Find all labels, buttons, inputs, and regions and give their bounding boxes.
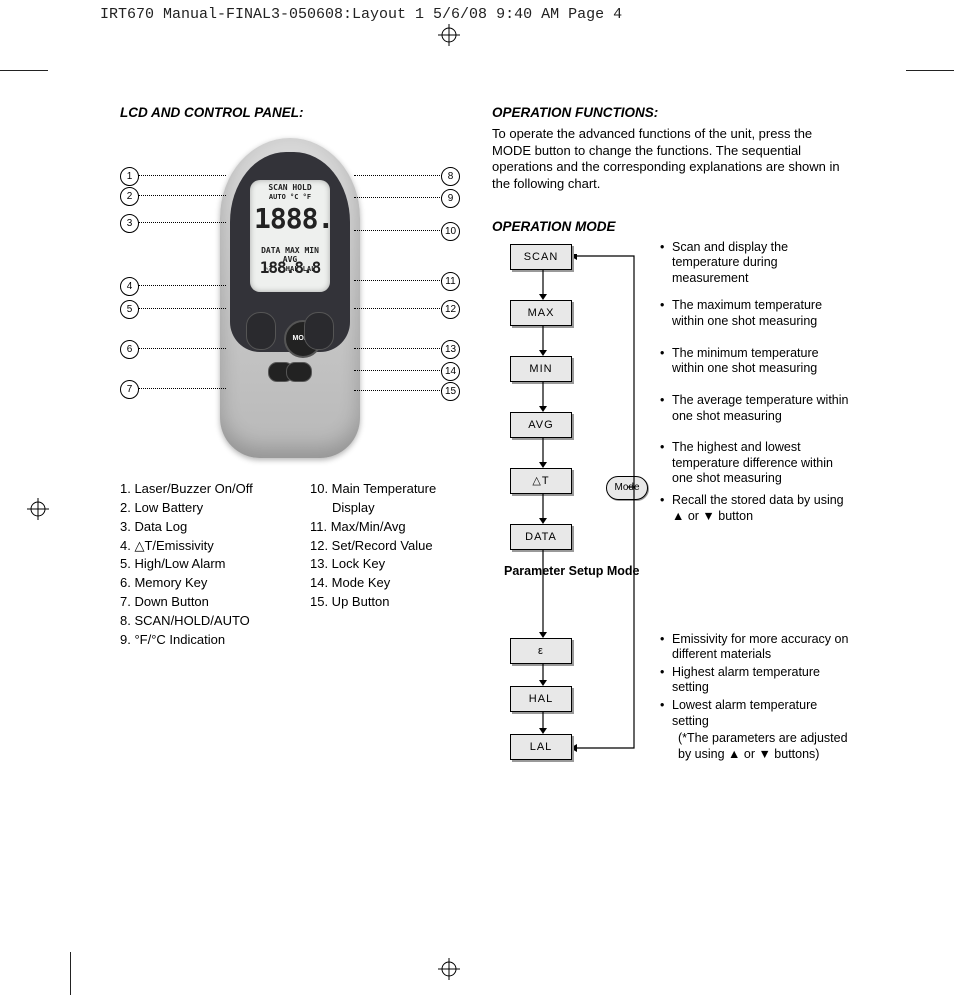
callout-line [354, 280, 442, 281]
device-body: SCAN HOLDAUTO °C °F 1888.8 DATA MAX MIN … [220, 138, 360, 458]
legend-item: 2. Low Battery [120, 499, 290, 518]
legend-col-2: 10. Main Temperature Display11. Max/Min/… [310, 480, 480, 650]
callout-line [138, 348, 226, 349]
legend-item: 7. Down Button [120, 593, 290, 612]
crop-mark [906, 70, 954, 71]
bullet-item: The highest and lowest temperature diffe… [660, 440, 852, 487]
flow-node-lal: LAL [510, 734, 572, 760]
bullet-item: Scan and display the temperature during … [660, 240, 852, 287]
bullet-item: The average temperature within one shot … [660, 393, 852, 424]
mode-bullets-bottom: Emissivity for more accuracy on differen… [660, 632, 852, 763]
lcd-screen: SCAN HOLDAUTO °C °F 1888.8 DATA MAX MIN … [250, 180, 330, 292]
mode-bullets-top: Scan and display the temperature during … [660, 240, 852, 541]
callout-line [354, 175, 442, 176]
lcd-panel-heading: LCD AND CONTROL PANEL: [120, 105, 480, 120]
bullet-item: Emissivity for more accuracy on differen… [660, 632, 852, 663]
op-mode-heading: OPERATION MODE [492, 219, 852, 234]
registration-mark [438, 24, 460, 46]
callout-5: 5 [120, 300, 139, 319]
legend-item: 9. °F/°C Indication [120, 631, 290, 650]
callout-9: 9 [441, 189, 460, 208]
registration-mark [438, 958, 460, 980]
print-slug: IRT670 Manual-FINAL3-050608:Layout 1 5/6… [0, 0, 954, 29]
callout-10: 10 [441, 222, 460, 241]
callout-7: 7 [120, 380, 139, 399]
callout-4: 4 [120, 277, 139, 296]
callout-6: 6 [120, 340, 139, 359]
device-inner: SCAN HOLDAUTO °C °F 1888.8 DATA MAX MIN … [230, 152, 350, 352]
operation-mode-section: OPERATION MODE Mode Parameter Setup Mode… [492, 219, 852, 824]
op-func-heading: OPERATION FUNCTIONS: [492, 105, 852, 120]
legend-item: 11. Max/Min/Avg [310, 518, 480, 537]
legend-item: 13. Lock Key [310, 555, 480, 574]
bullet-item: Lowest alarm temperature setting [660, 698, 852, 729]
flow-node-max: MAX [510, 300, 572, 326]
legend-item: 10. Main Temperature Display [310, 480, 480, 518]
callout-line [354, 348, 442, 349]
bullet-item: The maximum temperature within one shot … [660, 298, 852, 329]
callout-12: 12 [441, 300, 460, 319]
legend-item: 8. SCAN/HOLD/AUTO [120, 612, 290, 631]
registration-mark [27, 498, 49, 520]
callout-line [354, 390, 442, 391]
callout-2: 2 [120, 187, 139, 206]
callout-line [354, 197, 442, 198]
legend-item: 1. Laser/Buzzer On/Off [120, 480, 290, 499]
flow-node-scan: SCAN [510, 244, 572, 270]
device-illustration: SCAN HOLDAUTO °C °F 1888.8 DATA MAX MIN … [120, 130, 460, 460]
callout-1: 1 [120, 167, 139, 186]
legend-item: 6. Memory Key [120, 574, 290, 593]
callout-8: 8 [441, 167, 460, 186]
legend-col-1: 1. Laser/Buzzer On/Off2. Low Battery3. D… [120, 480, 290, 650]
left-column: LCD AND CONTROL PANEL: SCAN HOLDAUTO °C … [120, 105, 480, 650]
flow-node-min: MIN [510, 356, 572, 382]
param-note: (*The parameters are adjusted by using ▲… [660, 731, 852, 762]
lcd-sub-temp: 188.8.8 [254, 258, 326, 277]
bullet-item: Highest alarm temperature setting [660, 665, 852, 696]
lock-key [304, 312, 334, 350]
callout-line [138, 222, 226, 223]
flow-node-ε: ε [510, 638, 572, 664]
op-func-intro: To operate the advanced functions of the… [492, 126, 852, 193]
callout-line [138, 388, 226, 389]
lcd-main-temp: 1888.8 [254, 202, 326, 235]
callout-11: 11 [441, 272, 460, 291]
up-button [286, 362, 312, 382]
flow-node-avg: AVG [510, 412, 572, 438]
bullet-item: Recall the stored data by using ▲ or ▼ b… [660, 493, 852, 524]
callout-13: 13 [441, 340, 460, 359]
legend-columns: 1. Laser/Buzzer On/Off2. Low Battery3. D… [120, 480, 480, 650]
legend-item: 4. △T/Emissivity [120, 537, 290, 556]
flow-node-data: DATA [510, 524, 572, 550]
legend-item: 14. Mode Key [310, 574, 480, 593]
callout-line [354, 308, 442, 309]
callout-3: 3 [120, 214, 139, 233]
memory-key [246, 312, 276, 350]
bullet-item: The minimum temperature within one shot … [660, 346, 852, 377]
flow-node-hal: HAL [510, 686, 572, 712]
legend-item: 3. Data Log [120, 518, 290, 537]
callout-line [138, 285, 226, 286]
legend-item: 5. High/Low Alarm [120, 555, 290, 574]
callout-line [138, 195, 226, 196]
flow-node-△t: △T [510, 468, 572, 494]
callout-14: 14 [441, 362, 460, 381]
right-column: OPERATION FUNCTIONS: To operate the adva… [492, 105, 852, 824]
legend-item: 12. Set/Record Value [310, 537, 480, 556]
callout-line [354, 370, 442, 371]
lcd-scan-hold: SCAN HOLD [268, 183, 311, 192]
callout-line [354, 230, 442, 231]
crop-mark [0, 70, 48, 71]
mode-flowchart: Mode Parameter Setup Mode Scan and displ… [492, 244, 852, 824]
crop-mark [70, 952, 71, 995]
button-cluster: MODE [246, 310, 334, 400]
legend-item: 15. Up Button [310, 593, 480, 612]
callout-15: 15 [441, 382, 460, 401]
return-line [570, 254, 652, 764]
callout-line [138, 308, 226, 309]
callout-line [138, 175, 226, 176]
lcd-icons: AUTO °C °F [269, 193, 311, 201]
